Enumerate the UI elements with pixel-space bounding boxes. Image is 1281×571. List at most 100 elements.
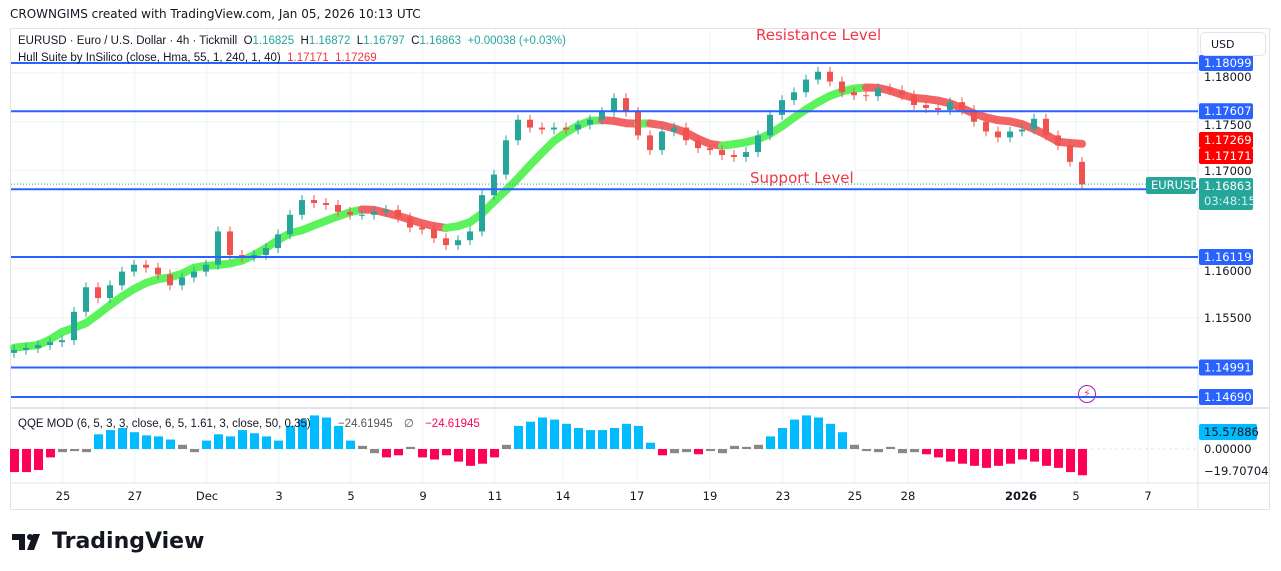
qqe-histogram-bar [742,446,751,449]
candle-body [71,311,77,341]
candle-body [503,140,509,175]
candle-body [935,107,941,110]
qqe-histogram-bar [394,449,403,456]
symbol-title[interactable]: EURUSD · Euro / U.S. Dollar · 4h · Tickm… [18,35,238,47]
high-value: 1.16872 [308,35,351,47]
qqe-histogram-bar [298,419,307,449]
low-label: L [356,35,364,47]
qqe-histogram-bar [1054,449,1063,468]
hull-band-segment [1066,139,1086,148]
qqe-histogram-bar [190,449,199,453]
candle-body [347,211,353,215]
candle-body [443,238,449,246]
qqe-histogram-bar [34,449,43,470]
candle-body [275,234,281,249]
candle-body [167,274,173,286]
candle-body [1079,161,1085,185]
candle-body [47,342,53,346]
candle-body [491,174,497,196]
qqe-histogram-bar [370,449,379,454]
qqe-title[interactable]: QQE MOD (6, 5, 3, 3, close, 6, 5, 1.61, … [18,418,311,430]
candle-body [767,114,773,136]
qqe-histogram-bar [46,449,55,458]
candle-body [263,248,269,255]
qqe-histogram-bar [970,449,979,466]
candle-body [887,88,893,91]
qqe-histogram-bar [346,440,355,449]
hull-value-1: 1.17171 [287,52,329,64]
qqe-histogram-bar [730,445,739,449]
lightning-alert-icon[interactable]: ⚡ [1078,385,1096,403]
level-price-tag [1199,103,1253,120]
candle-body [743,152,749,157]
candle-body [35,345,41,349]
qqe-histogram-bar [466,449,475,466]
hull-upper-tag: 1.17269 [1199,132,1253,148]
qqe-histogram-bar [10,449,19,473]
qqe-histogram-bar [598,430,607,449]
qqe-histogram-bar [286,425,295,449]
qqe-histogram-bar [238,430,247,449]
candle-body [59,340,65,343]
candle-body [815,71,821,80]
candle-body [803,79,809,93]
time-axis-tick: 5 [347,489,355,503]
candle-body [635,111,641,136]
tradingview-logo-icon [12,533,40,550]
qqe-histogram-bar [850,444,859,449]
qqe-top-tag: 15.57886 [1199,424,1259,440]
candle-body [863,95,869,97]
qqe-histogram-bar [490,449,499,458]
qqe-symbol: ∅ [403,418,414,430]
candle-body [407,217,413,228]
hull-title[interactable]: Hull Suite by InSilico (close, Hma, 55, … [18,52,281,64]
candle-body [911,95,917,106]
currency-button[interactable]: USD [1200,32,1266,56]
qqe-histogram-bar [586,430,595,449]
candle-body [659,131,665,151]
tradingview-logo[interactable]: TradingView [12,529,204,554]
candle-body [131,264,137,272]
candle-body [731,155,737,157]
qqe-histogram-bar [658,449,667,456]
resistance-annotation: Resistance Level [756,26,882,44]
qqe-histogram-bar [22,449,31,473]
qqe-histogram-bar [526,421,535,449]
qqe-histogram-bar [382,449,391,458]
time-axis-tick: 7 [1144,489,1152,503]
qqe-histogram-bar [766,436,775,449]
qqe-histogram-bar [142,435,151,449]
qqe-histogram-bar [994,449,1003,466]
symbol-legend: EURUSD · Euro / U.S. Dollar · 4h · Tickm… [18,35,566,47]
level-price-tag [1199,55,1253,71]
time-axis-tick: 17 [629,489,645,503]
hull-lower-tag: 1.17171 [1199,148,1253,164]
candle-body [755,135,761,153]
qqe-histogram-bar [862,449,871,452]
candle-body [695,140,701,149]
qqe-histogram-bar [838,432,847,449]
candle-body [851,92,857,96]
candle-body [563,127,569,130]
price-axis-tick: 1.17500 [1204,118,1252,133]
time-axis-tick: 23 [775,489,791,503]
level-price-label: 1.14690 [1204,390,1252,404]
candle-body [923,105,929,108]
candle-body [323,203,329,205]
qqe-histogram-bar [262,436,271,449]
candle-body [515,119,521,141]
qqe-histogram-bar [646,442,655,449]
qqe-histogram-bar [454,449,463,462]
candle-body [599,111,605,120]
candle-body [587,119,593,125]
current-price-tag: 1.16863 03:48:15 [1199,178,1256,210]
qqe-histogram-bar [934,449,943,458]
candle-body [383,209,389,212]
bar-countdown: 03:48:15 [1204,194,1256,208]
level-price-label: 1.14991 [1204,361,1252,375]
qqe-histogram-bar [886,446,895,449]
low-value: 1.16797 [363,35,405,47]
candle-body [371,211,377,215]
current-price: 1.16863 [1204,179,1252,193]
